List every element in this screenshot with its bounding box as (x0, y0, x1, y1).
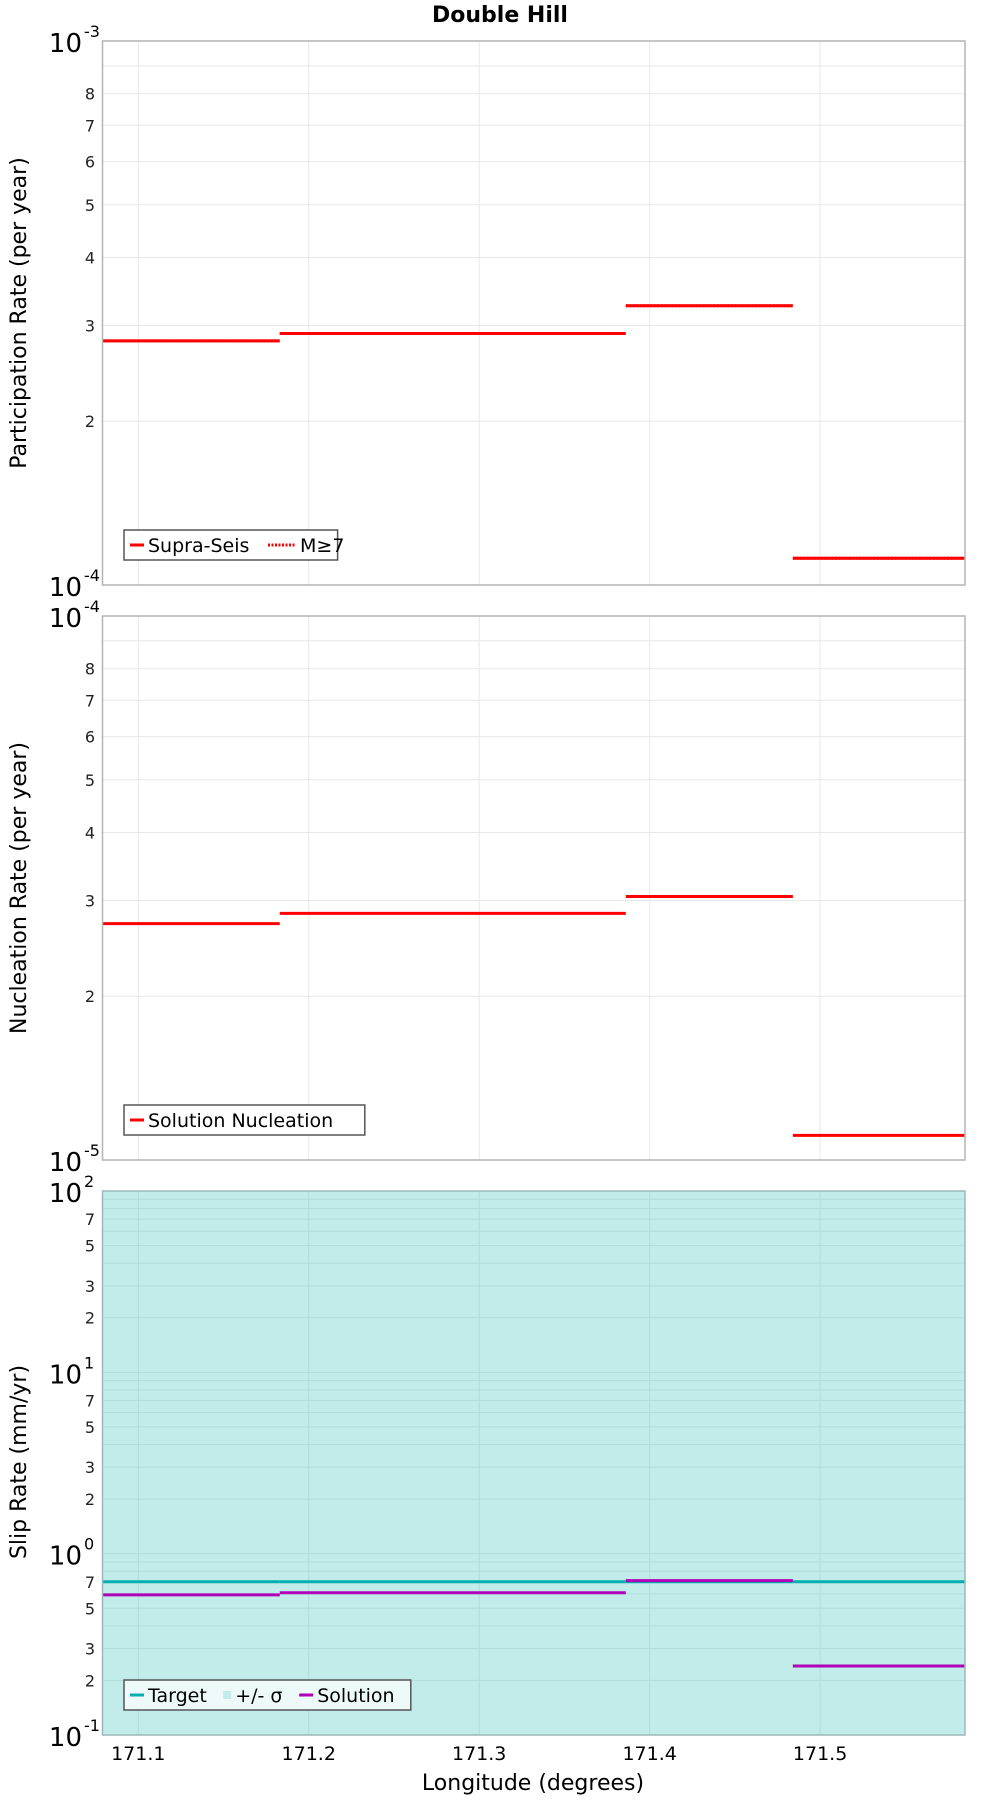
x-tick-label: 171.3 (452, 1743, 506, 1765)
plot-background (102, 41, 965, 585)
y-tick-exponent: 2 (84, 1172, 94, 1191)
plot-background (102, 616, 965, 1160)
y-tick-label: 3 (85, 1277, 95, 1296)
y-tick-exponent: -4 (84, 597, 100, 616)
y-tick-exponent: -5 (84, 1141, 100, 1160)
plot-frame (101, 1190, 966, 1736)
y-tick-label: 5 (85, 1418, 95, 1437)
slip-rate-ylabel: Slip Rate (mm/yr) (7, 1365, 32, 1559)
y-tick-label: 5 (85, 1599, 95, 1618)
y-tick-label: 7 (85, 1210, 95, 1229)
x-axis-ticks: 171.1 171.2 171.3 171.4 171.5 (111, 1743, 847, 1765)
y-tick-label: 10 (49, 1179, 82, 1209)
y-tick-label: 4 (85, 823, 95, 842)
sigma-band (102, 1191, 965, 1735)
y-tick-label: 10 (49, 29, 82, 59)
y-tick-exponent: -3 (84, 22, 100, 41)
x-tick-label: 171.1 (111, 1743, 165, 1765)
y-tick-exponent: 0 (84, 1535, 94, 1554)
y-tick-label: 2 (85, 1490, 95, 1509)
y-tick-label: 3 (85, 1458, 95, 1477)
legend-box (123, 1679, 412, 1711)
legend-swatch-sigma (223, 1691, 232, 1699)
chart-title: Double Hill (432, 3, 568, 28)
y-tick-label: 6 (85, 728, 95, 747)
legend: Target +/- σ Solution (123, 1679, 412, 1711)
y-tick-label: 5 (85, 1237, 95, 1256)
y-tick-label: 6 (85, 153, 95, 172)
y-tick-label: 8 (85, 85, 95, 104)
y-tick-label: 2 (85, 1309, 95, 1328)
y-tick-label: 3 (85, 1639, 95, 1658)
legend: Supra-Seis M≥7 (123, 529, 344, 561)
plot-frame (101, 615, 966, 1161)
y-tick-label: 10 (49, 1723, 82, 1753)
y-tick-exponent: 1 (84, 1353, 94, 1372)
y-tick-label: 3 (85, 891, 95, 910)
legend-label: Target (147, 1685, 207, 1707)
legend-label: Solution (317, 1685, 394, 1707)
y-tick-label: 10 (49, 1542, 82, 1572)
legend-label: Solution Nucleation (148, 1110, 333, 1132)
plot-frame (101, 40, 966, 586)
y-tick-label: 4 (85, 248, 95, 267)
x-tick-label: 171.4 (622, 1743, 676, 1765)
nucleation-rate-ylabel: Nucleation Rate (per year) (7, 742, 32, 1034)
y-tick-label: 3 (85, 316, 95, 335)
participation-rate-ylabel: Participation Rate (per year) (7, 157, 32, 469)
y-tick-label: 7 (85, 691, 95, 710)
y-tick-label: 10 (49, 604, 82, 634)
legend-box (123, 1104, 366, 1136)
y-tick-exponent: -4 (84, 566, 100, 585)
x-tick-label: 171.2 (282, 1743, 336, 1765)
x-axis-label: Longitude (degrees) (422, 1771, 644, 1796)
y-tick-label: 10 (49, 1360, 82, 1390)
y-tick-label: 7 (85, 116, 95, 135)
y-tick-label: 5 (85, 771, 95, 790)
y-tick-label: 2 (85, 987, 95, 1006)
y-tick-label: 7 (85, 1391, 95, 1410)
legend-label: +/- σ (235, 1685, 282, 1707)
legend-label: Supra-Seis (148, 535, 249, 557)
y-tick-label: 2 (85, 412, 95, 431)
legend-label: M≥7 (300, 535, 344, 557)
y-tick-label: 10 (49, 573, 82, 603)
y-tick-label: 5 (85, 196, 95, 215)
y-tick-label: 10 (49, 1148, 82, 1178)
y-tick-exponent: -1 (84, 1716, 100, 1735)
legend: Solution Nucleation (123, 1104, 366, 1136)
legend-box (123, 529, 339, 561)
y-tick-label: 7 (85, 1573, 95, 1592)
x-tick-label: 171.5 (793, 1743, 847, 1765)
y-tick-label: 2 (85, 1671, 95, 1690)
y-tick-label: 8 (85, 660, 95, 679)
